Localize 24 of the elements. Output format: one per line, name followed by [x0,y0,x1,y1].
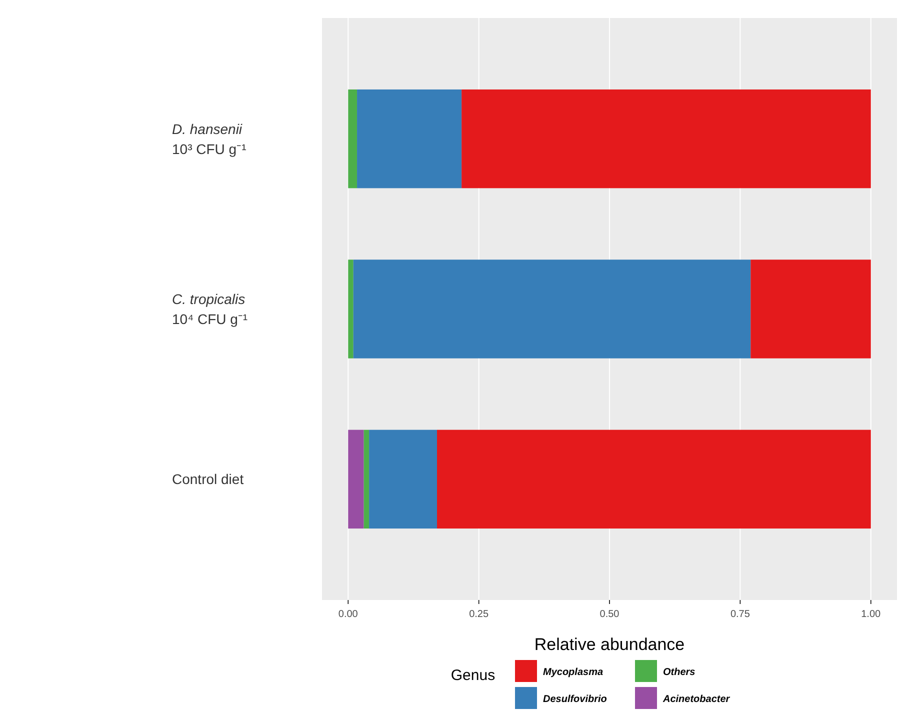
bar [348,430,364,529]
bar [750,260,871,358]
legend-label: Mycoplasma [543,667,604,678]
legend-label: Desulfovibrio [543,694,607,705]
y-tick-label: C. tropicalis 10⁴ CFU g⁻¹ [172,291,248,327]
bar [437,430,871,529]
bar [369,430,437,529]
bar [348,89,358,188]
y-tick-label: D. hansenii 10³ CFU g⁻¹ [172,120,247,157]
x-tick-label: 0.75 [730,609,750,620]
bar [348,260,354,358]
bar [357,89,462,188]
x-tick-label: 0.50 [600,609,620,620]
y-tick-label: Control diet [172,471,244,488]
x-axis-title: Relative abundance [534,635,685,654]
x-tick-label: 1.00 [861,609,882,620]
x-tick-label: 0.25 [469,609,489,620]
x-tick-label: 0.00 [338,609,358,620]
legend-title: Genus [450,667,496,684]
bar [364,430,370,529]
legend-label: Acinetobacter [662,694,731,705]
bar [462,89,871,188]
bar [353,260,751,358]
legend-label: Others [663,667,696,678]
